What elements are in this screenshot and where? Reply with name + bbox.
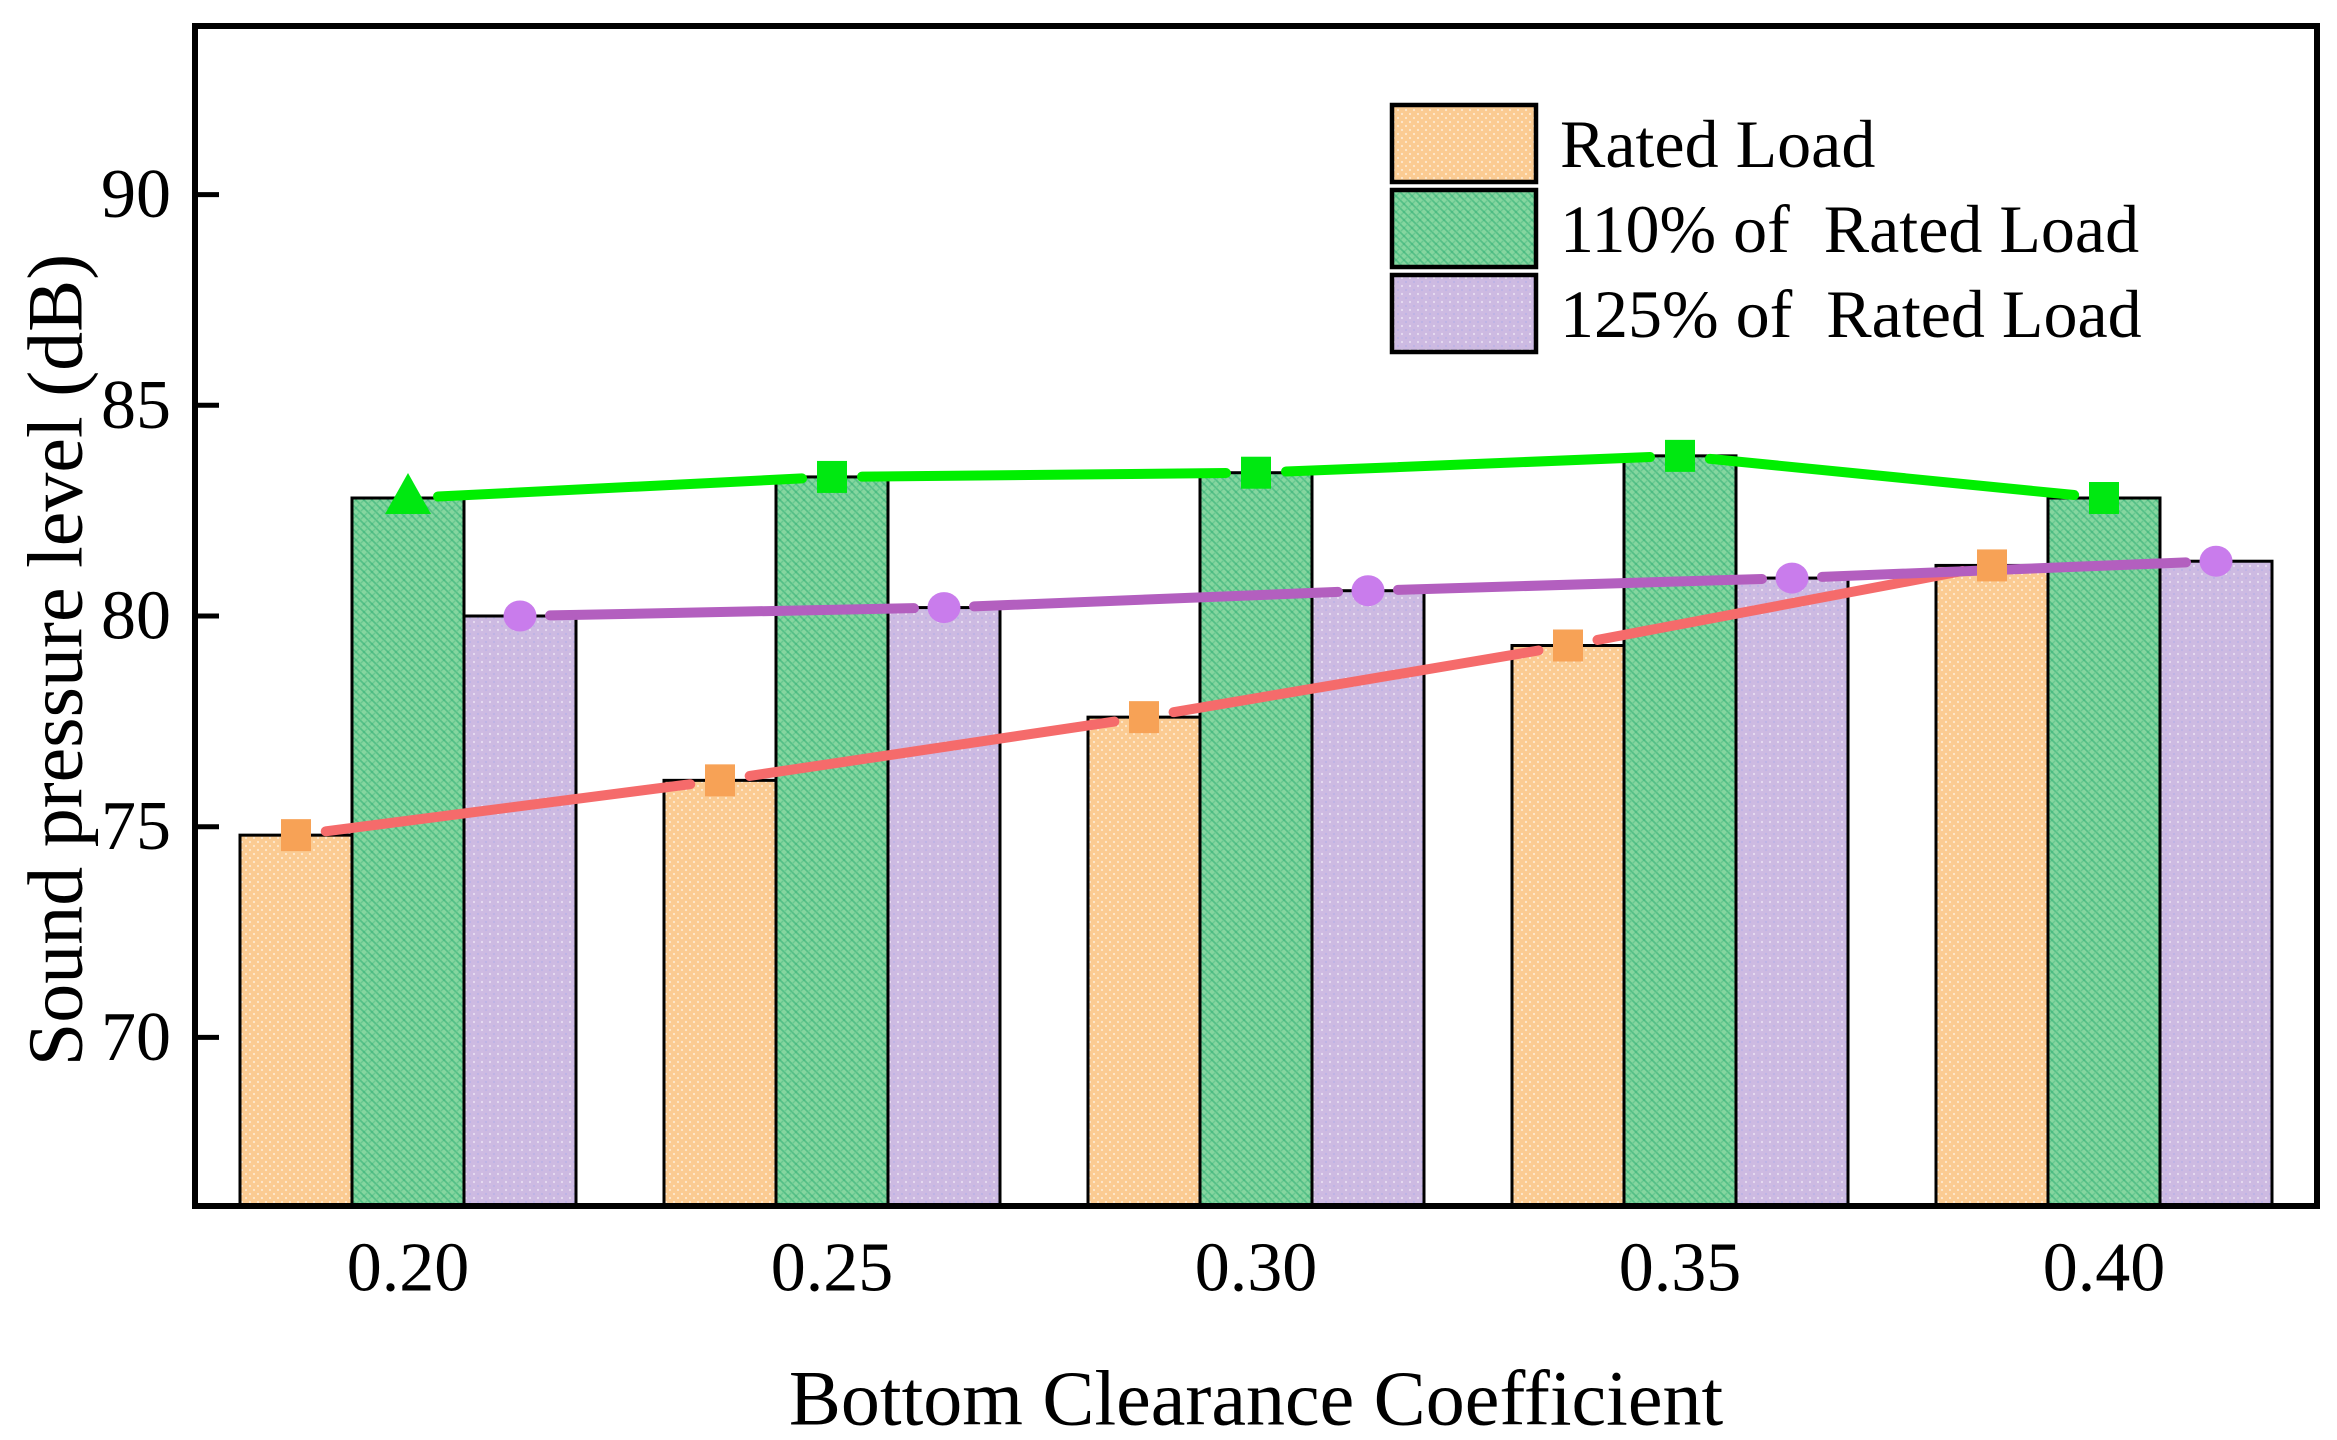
line-series1-seg3 bbox=[1704, 453, 2080, 501]
bar-series0-cat1 bbox=[662, 778, 778, 1208]
y-tick-label: 70 bbox=[101, 999, 171, 1076]
line-series0-seg0 bbox=[320, 779, 696, 837]
bar-series1-cat0 bbox=[350, 496, 466, 1208]
line-series2-seg1 bbox=[968, 586, 1344, 612]
marker-square-series0-pt1 bbox=[705, 764, 735, 797]
marker-circle-series2-pt4 bbox=[2199, 545, 2233, 577]
plot-frame bbox=[192, 23, 2320, 1209]
line-series2-seg0 bbox=[544, 603, 920, 621]
line-series1-seg2 bbox=[1280, 452, 1656, 477]
legend-label-110-rated-load: 110% of Rated Load bbox=[1560, 191, 2139, 267]
marker-circle-series2-pt3 bbox=[1775, 562, 1809, 594]
bar-series0-cat2 bbox=[1086, 715, 1202, 1208]
x-tick-label: 0.40 bbox=[2043, 1230, 2166, 1307]
marker-square-series0-pt0 bbox=[281, 819, 311, 852]
marker-square-series1-pt1 bbox=[817, 460, 847, 493]
y-tick-label: 75 bbox=[101, 788, 171, 865]
marker-square-series0-pt3 bbox=[1553, 629, 1583, 662]
bars-layer bbox=[238, 454, 2274, 1208]
marker-square-series0-pt4 bbox=[1977, 549, 2007, 582]
marker-circle-series2-pt1 bbox=[927, 592, 961, 624]
x-axis-label: Bottom Clearance Coefficient bbox=[789, 1355, 1724, 1436]
marker-circle-series2-pt0 bbox=[503, 600, 537, 632]
marker-square-series0-pt2 bbox=[1129, 701, 1159, 734]
marker-square-series1-pt2 bbox=[1241, 456, 1271, 489]
y-tick-label: 80 bbox=[101, 578, 171, 655]
bar-series1-cat4 bbox=[2046, 496, 2162, 1208]
y-tick-label: 90 bbox=[101, 156, 171, 233]
bar-series2-cat0 bbox=[462, 614, 578, 1208]
line-series0-seg2 bbox=[1168, 645, 1544, 718]
line-series1-seg0 bbox=[432, 473, 808, 502]
bar-series0-cat0 bbox=[238, 833, 354, 1208]
bar-series0-cat4 bbox=[1934, 563, 2050, 1208]
legend-swatch-rated-load bbox=[1389, 102, 1539, 185]
legend-swatch-125-rated-load bbox=[1389, 272, 1539, 355]
x-tick-label: 0.30 bbox=[1195, 1230, 1318, 1307]
x-tick-label: 0.35 bbox=[1619, 1230, 1742, 1307]
bar-series1-cat3 bbox=[1622, 454, 1738, 1208]
marker-triangle-series1-pt0 bbox=[385, 473, 431, 514]
line-series0-seg1 bbox=[744, 716, 1120, 781]
legend-label-125-rated-load: 125% of Rated Load bbox=[1560, 276, 2142, 352]
marker-square-series1-pt4 bbox=[2089, 482, 2119, 514]
bar-series1-cat1 bbox=[774, 475, 890, 1208]
line-series2-seg2 bbox=[1392, 573, 1768, 595]
bar-series2-cat1 bbox=[886, 606, 1002, 1208]
y-axis-ticks: 70 75 80 85 90 bbox=[101, 156, 219, 1076]
x-tick-label: 0.25 bbox=[771, 1230, 894, 1307]
x-tick-label: 0.20 bbox=[347, 1230, 470, 1307]
line-series0-seg3 bbox=[1592, 565, 1968, 645]
y-axis-label: Sound pressure level (dB) bbox=[12, 254, 99, 1066]
legend-label-rated-load: Rated Load bbox=[1560, 106, 1875, 182]
overlay-markers-layer bbox=[281, 439, 2233, 852]
bar-series0-cat3 bbox=[1510, 644, 1626, 1208]
bar-series2-cat3 bbox=[1734, 576, 1850, 1208]
marker-square-series1-pt3 bbox=[1665, 439, 1695, 472]
y-tick-label: 85 bbox=[101, 367, 171, 444]
marker-circle-series2-pt2 bbox=[1351, 575, 1385, 607]
bar-series1-cat2 bbox=[1198, 471, 1314, 1208]
bar-series2-cat4 bbox=[2158, 559, 2274, 1208]
line-series1-seg1 bbox=[856, 468, 1232, 482]
overlay-lines-layer bbox=[320, 452, 2192, 837]
legend-swatch-110-rated-load bbox=[1389, 187, 1539, 270]
x-axis-tick-labels: 0.20 0.25 0.30 0.35 0.40 bbox=[347, 1230, 2166, 1307]
legend: Rated Load 110% of Rated Load 125% of Ra… bbox=[1389, 102, 2142, 355]
